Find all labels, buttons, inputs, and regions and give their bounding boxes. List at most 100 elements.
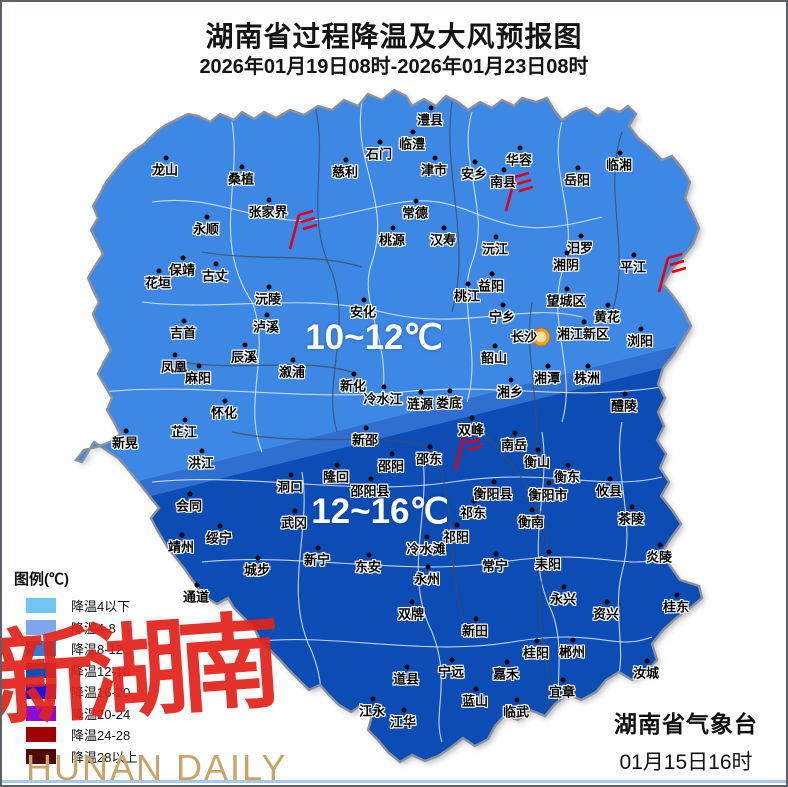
county-label: 会同 <box>175 498 203 514</box>
county-label: 冷水滩 <box>406 541 446 557</box>
county-dot <box>239 164 245 170</box>
county-label: 攸县 <box>595 483 623 499</box>
county-dot <box>674 592 680 598</box>
county-label: 常宁 <box>481 558 509 574</box>
county-label: 茶陵 <box>617 511 645 527</box>
legend-swatch <box>26 684 56 700</box>
county-label: 新田 <box>461 623 489 639</box>
county-dot <box>570 637 576 643</box>
county-dot <box>428 105 434 111</box>
county-dot <box>605 302 611 308</box>
county-dot <box>290 357 296 363</box>
county-label: 武冈 <box>280 515 308 531</box>
page-subtitle: 2026年01月19日08时-2026年01月23日08时 <box>199 56 589 78</box>
county-label: 汉寿 <box>429 232 457 248</box>
county-dot <box>179 532 185 538</box>
county-dot <box>410 129 416 135</box>
county-label: 安乡 <box>460 166 488 182</box>
county-label: 南县 <box>489 174 517 190</box>
legend-label: 降温24-28 <box>71 728 131 744</box>
county-dot <box>156 268 162 274</box>
county-label: 芷江 <box>170 424 198 440</box>
county-dot <box>409 599 415 605</box>
county-dot <box>560 677 566 683</box>
county-label: 湘潭 <box>533 370 561 386</box>
county-label: 衡南 <box>517 514 545 530</box>
region-temp-label: 12~16℃ <box>311 492 449 531</box>
county-label: 桂东 <box>662 599 690 615</box>
county-label: 黄花 <box>593 309 621 325</box>
county-dot <box>292 508 298 514</box>
wind-barb-icon <box>288 209 318 250</box>
county-dot <box>644 658 650 664</box>
county-label: 衡东 <box>553 469 581 485</box>
county-dot <box>315 545 321 551</box>
legend-swatch <box>26 705 56 721</box>
county-dot <box>447 388 453 394</box>
county-label: 古丈 <box>201 268 229 284</box>
prefecture-borders <box>181 96 623 713</box>
watermark-en: HUNAN DAILY <box>26 747 288 787</box>
county-label: 怀化 <box>210 405 238 421</box>
county-label: 平江 <box>619 259 647 275</box>
legend-row: 降温16-20 <box>14 681 137 703</box>
county-dot <box>575 165 581 171</box>
county-label: 炎陵 <box>645 549 673 565</box>
county-dot <box>404 664 410 670</box>
county-label: 桑植 <box>227 171 255 187</box>
county-dot <box>529 507 535 513</box>
county-dot <box>370 696 376 702</box>
legend-row: 降温24-28 <box>14 724 137 746</box>
county-label: 吉首 <box>169 325 197 341</box>
county-dot <box>172 352 178 358</box>
county-label: 湘阴 <box>552 257 580 273</box>
county-dot <box>472 159 478 165</box>
county-label: 澧县 <box>416 112 444 128</box>
county-dot <box>163 155 169 161</box>
county-dot <box>432 155 438 161</box>
county-dot <box>469 415 475 421</box>
county-dot <box>546 549 552 555</box>
county-label: 资兴 <box>592 606 620 622</box>
legend-label: 降温20-24 <box>71 706 131 722</box>
region-boundary-band <box>87 340 702 512</box>
county-label: 道县 <box>392 671 420 687</box>
legend-swatch <box>26 748 56 764</box>
city-sun-icon <box>532 328 550 346</box>
county-dot <box>377 139 383 145</box>
county-label: 隆回 <box>322 469 350 485</box>
county-label: 浏阳 <box>626 333 654 349</box>
county-label: 益阳 <box>477 278 505 294</box>
county-label: 沅陵 <box>254 291 282 307</box>
legend-swatch <box>26 598 56 614</box>
legend-row: 降温28以上 <box>14 746 137 768</box>
county-dot <box>266 197 272 203</box>
county-dot <box>255 555 261 561</box>
county-label: 新化 <box>339 378 367 394</box>
county-label: 湘乡 <box>496 384 524 400</box>
county-dot <box>418 389 424 395</box>
county-dot <box>607 476 613 482</box>
county-label: 永兴 <box>549 591 577 607</box>
county-dot <box>546 480 552 486</box>
county-dot <box>578 233 584 239</box>
county-label: 邵东 <box>415 451 443 467</box>
county-dot <box>501 167 507 173</box>
county-dot <box>180 255 186 261</box>
county-label: 永顺 <box>192 221 220 237</box>
bottom-divider <box>2 780 786 783</box>
county-label: 东安 <box>354 559 382 575</box>
county-dot <box>564 250 570 256</box>
county-label: 岳阳 <box>563 172 591 188</box>
county-label: 通道 <box>182 589 210 605</box>
county-dot <box>465 281 471 287</box>
county-label: 湘江新区 <box>556 326 610 342</box>
county-label: 花垣 <box>144 275 172 291</box>
county-dot <box>581 319 587 325</box>
county-dot <box>217 523 223 529</box>
county-label: 石门 <box>365 146 393 162</box>
county-dot <box>363 425 369 431</box>
county-dot <box>425 564 431 570</box>
county-dot <box>517 145 523 151</box>
county-dot <box>492 343 498 349</box>
